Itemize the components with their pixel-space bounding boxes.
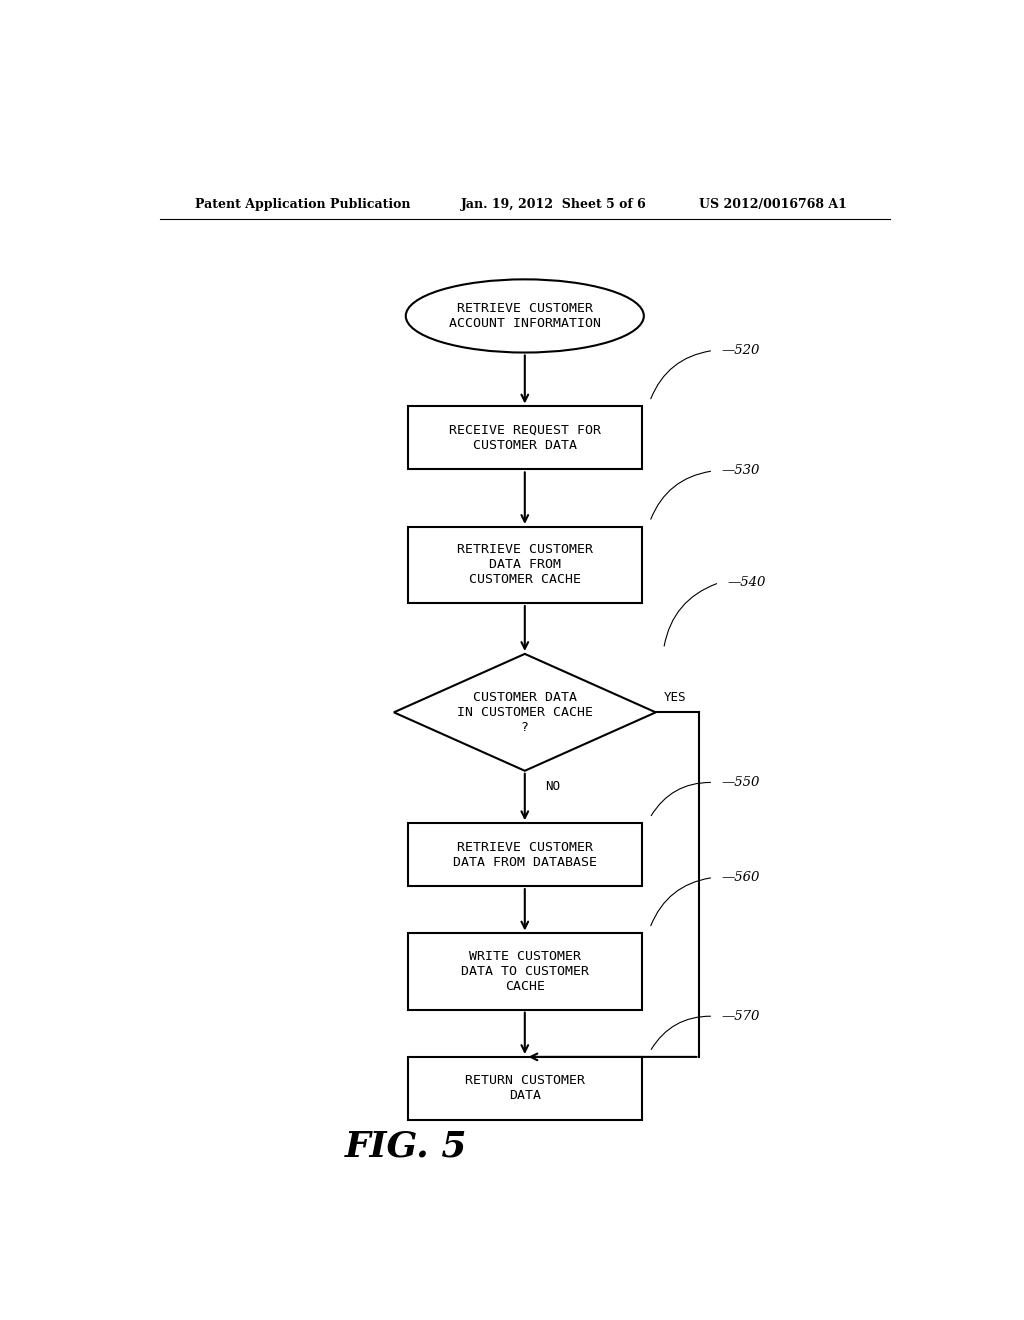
Text: US 2012/0016768 A1: US 2012/0016768 A1 xyxy=(699,198,847,211)
Text: WRITE CUSTOMER
DATA TO CUSTOMER
CACHE: WRITE CUSTOMER DATA TO CUSTOMER CACHE xyxy=(461,950,589,993)
Text: —530: —530 xyxy=(721,465,760,478)
Text: YES: YES xyxy=(664,692,686,704)
Bar xyxy=(408,933,642,1010)
Bar xyxy=(408,824,642,886)
Text: RETURN CUSTOMER
DATA: RETURN CUSTOMER DATA xyxy=(465,1074,585,1102)
Bar xyxy=(408,527,642,603)
Text: —560: —560 xyxy=(721,871,760,884)
Text: Patent Application Publication: Patent Application Publication xyxy=(196,198,411,211)
Text: RECEIVE REQUEST FOR
CUSTOMER DATA: RECEIVE REQUEST FOR CUSTOMER DATA xyxy=(449,424,601,451)
Bar xyxy=(408,407,642,470)
Text: —570: —570 xyxy=(721,1010,760,1023)
Text: NO: NO xyxy=(545,780,560,793)
Text: Jan. 19, 2012  Sheet 5 of 6: Jan. 19, 2012 Sheet 5 of 6 xyxy=(461,198,647,211)
Text: —520: —520 xyxy=(721,345,760,356)
Text: FIG. 5: FIG. 5 xyxy=(344,1130,467,1163)
Text: RETRIEVE CUSTOMER
DATA FROM
CUSTOMER CACHE: RETRIEVE CUSTOMER DATA FROM CUSTOMER CAC… xyxy=(457,544,593,586)
Text: —540: —540 xyxy=(727,577,766,589)
Text: —550: —550 xyxy=(721,776,760,789)
Text: CUSTOMER DATA
IN CUSTOMER CACHE
?: CUSTOMER DATA IN CUSTOMER CACHE ? xyxy=(457,690,593,734)
Text: RETRIEVE CUSTOMER
ACCOUNT INFORMATION: RETRIEVE CUSTOMER ACCOUNT INFORMATION xyxy=(449,302,601,330)
Bar xyxy=(408,1057,642,1119)
Text: RETRIEVE CUSTOMER
DATA FROM DATABASE: RETRIEVE CUSTOMER DATA FROM DATABASE xyxy=(453,841,597,869)
Polygon shape xyxy=(394,653,655,771)
